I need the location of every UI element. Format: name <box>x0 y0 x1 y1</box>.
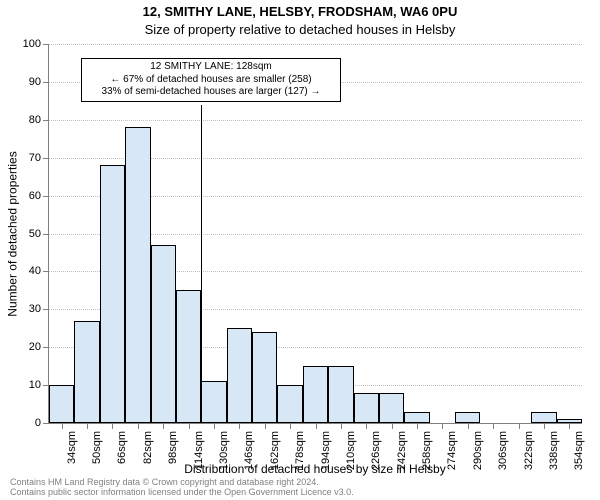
histogram-bar <box>354 393 379 423</box>
histogram-bar <box>303 366 328 423</box>
x-axis-label: Distribution of detached houses by size … <box>48 462 582 476</box>
x-tick <box>239 423 240 429</box>
chart-container: 12, SMITHY LANE, HELSBY, FRODSHAM, WA6 0… <box>0 0 600 500</box>
x-tick <box>569 423 570 429</box>
x-tick <box>112 423 113 429</box>
gridline <box>49 120 582 121</box>
x-tick <box>290 423 291 429</box>
footer-line-1: Contains HM Land Registry data © Crown c… <box>10 477 319 487</box>
histogram-bar <box>125 127 150 423</box>
histogram-bar <box>176 290 201 423</box>
x-tick <box>214 423 215 429</box>
histogram-bar <box>252 332 277 423</box>
x-tick <box>62 423 63 429</box>
histogram-bar <box>151 245 176 423</box>
y-tick <box>43 44 49 45</box>
y-tick-label: 70 <box>29 152 41 164</box>
x-tick <box>265 423 266 429</box>
y-tick-label: 30 <box>29 303 41 315</box>
histogram-bar <box>201 381 226 423</box>
x-tick <box>316 423 317 429</box>
annotation-box: 12 SMITHY LANE: 128sqm← 67% of detached … <box>81 58 341 102</box>
y-tick-label: 50 <box>29 228 41 240</box>
footer-line-2: Contains public sector information licen… <box>10 487 354 497</box>
histogram-bar <box>531 412 556 423</box>
x-tick-label: 82sqm <box>142 431 154 464</box>
y-tick-label: 80 <box>29 114 41 126</box>
x-tick-label: 34sqm <box>66 431 78 464</box>
x-tick <box>163 423 164 429</box>
y-tick <box>43 120 49 121</box>
annotation-line-1: 12 SMITHY LANE: 128sqm <box>88 61 334 74</box>
y-tick <box>43 158 49 159</box>
y-tick-label: 20 <box>29 341 41 353</box>
histogram-bar <box>455 412 480 423</box>
footer-attribution: Contains HM Land Registry data © Crown c… <box>10 478 354 498</box>
y-tick-label: 60 <box>29 190 41 202</box>
plot-area: 010203040506070809010034sqm50sqm66sqm82s… <box>48 44 582 424</box>
histogram-bar <box>404 412 429 423</box>
y-tick <box>43 234 49 235</box>
y-tick <box>43 347 49 348</box>
histogram-bar <box>328 366 353 423</box>
x-tick <box>442 423 443 429</box>
y-tick <box>43 271 49 272</box>
chart-title: 12, SMITHY LANE, HELSBY, FRODSHAM, WA6 0… <box>0 4 600 19</box>
x-tick <box>87 423 88 429</box>
annotation-line-2: ← 67% of detached houses are smaller (25… <box>88 74 334 87</box>
histogram-bar <box>49 385 74 423</box>
x-tick <box>138 423 139 429</box>
y-axis-label: Number of detached properties <box>6 44 20 424</box>
y-tick-label: 10 <box>29 379 41 391</box>
y-tick <box>43 82 49 83</box>
histogram-bar <box>277 385 302 423</box>
histogram-bar <box>100 165 125 423</box>
x-tick <box>341 423 342 429</box>
histogram-bar <box>227 328 252 423</box>
annotation-line-3: 33% of semi-detached houses are larger (… <box>88 86 334 99</box>
x-tick <box>189 423 190 429</box>
x-tick <box>366 423 367 429</box>
y-tick <box>43 423 49 424</box>
x-tick-label: 98sqm <box>167 431 179 464</box>
x-tick <box>392 423 393 429</box>
x-tick <box>544 423 545 429</box>
y-tick-label: 40 <box>29 265 41 277</box>
marker-line <box>201 105 202 423</box>
y-tick-label: 100 <box>23 38 41 50</box>
y-tick <box>43 309 49 310</box>
x-tick <box>493 423 494 429</box>
gridline <box>49 44 582 45</box>
x-tick <box>417 423 418 429</box>
y-tick <box>43 196 49 197</box>
x-tick-label: 66sqm <box>116 431 128 464</box>
x-tick-label: 50sqm <box>91 431 103 464</box>
y-tick-label: 0 <box>35 417 41 429</box>
histogram-bar <box>379 393 404 423</box>
x-tick <box>468 423 469 429</box>
histogram-bar <box>74 321 99 423</box>
y-tick-label: 90 <box>29 76 41 88</box>
chart-subtitle: Size of property relative to detached ho… <box>0 22 600 37</box>
x-tick <box>519 423 520 429</box>
